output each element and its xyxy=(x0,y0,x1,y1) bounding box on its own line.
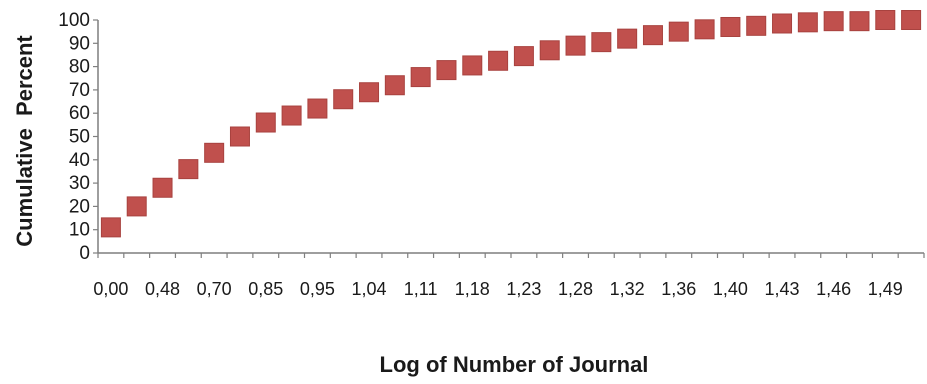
x-tick-label: 1,40 xyxy=(713,279,748,299)
y-tick-label: 40 xyxy=(69,150,90,171)
data-point xyxy=(901,10,922,30)
y-tick-label: 10 xyxy=(69,220,90,241)
x-tick-label: 1,11 xyxy=(404,279,438,299)
data-point xyxy=(513,46,534,67)
x-tick-label: 1,04 xyxy=(352,279,387,299)
data-point xyxy=(539,40,560,61)
data-point xyxy=(255,112,276,133)
data-point xyxy=(720,16,741,37)
y-tick-label: 70 xyxy=(69,80,90,101)
data-point xyxy=(359,82,380,103)
x-tick-label: 0,85 xyxy=(248,279,283,299)
data-point xyxy=(823,11,844,32)
data-point xyxy=(565,35,586,56)
data-point xyxy=(694,19,715,40)
x-tick-label: 1,46 xyxy=(816,279,851,299)
data-point xyxy=(100,217,121,238)
y-tick-label: 80 xyxy=(69,57,90,78)
x-tick-label: 0,70 xyxy=(197,279,232,299)
data-point xyxy=(797,12,818,33)
data-point xyxy=(307,98,328,119)
y-axis-title: Cumulative Percent xyxy=(12,35,37,247)
x-tick-label: 1,28 xyxy=(558,279,593,299)
axes xyxy=(97,20,924,254)
y-tick-label: 0 xyxy=(79,243,90,264)
x-axis-title: Log of Number of Journal xyxy=(380,352,649,377)
data-point xyxy=(178,159,199,180)
y-tick-label: 20 xyxy=(69,196,90,217)
data-point xyxy=(746,15,767,36)
data-point xyxy=(333,89,354,110)
data-point xyxy=(204,142,225,163)
data-point xyxy=(281,105,302,126)
data-point xyxy=(410,67,431,88)
data-points xyxy=(100,10,922,238)
y-tick-label: 90 xyxy=(69,33,90,54)
data-point xyxy=(229,126,250,147)
x-tick-labels: 0,00 0,48 0,70 0,85 0,95 1,04 1,11 1,18 1,23 1,28… xyxy=(93,253,925,299)
data-point xyxy=(462,55,483,76)
data-point xyxy=(642,25,663,46)
x-tick-label: 1,23 xyxy=(506,279,541,299)
y-tick-label: 60 xyxy=(69,103,90,124)
x-tick-label: 1,36 xyxy=(661,279,696,299)
x-tick-label: 1,49 xyxy=(868,279,903,299)
data-point xyxy=(617,28,638,49)
data-point xyxy=(849,11,870,32)
x-tick-label: 0,48 xyxy=(145,279,180,299)
data-point xyxy=(126,196,147,217)
x-tick-label: 1,43 xyxy=(765,279,800,299)
data-point xyxy=(384,75,405,96)
data-point xyxy=(152,177,173,198)
x-tick-label: 1,18 xyxy=(455,279,490,299)
x-tick-label: 1,32 xyxy=(610,279,645,299)
y-tick-label: 100 xyxy=(58,10,90,31)
x-tick-label: 0,00 xyxy=(93,279,128,299)
data-point xyxy=(875,10,896,30)
data-point xyxy=(591,32,612,53)
data-point xyxy=(436,60,457,81)
x-tick-label: 0,95 xyxy=(300,279,335,299)
data-point xyxy=(488,50,509,71)
data-point xyxy=(772,13,793,34)
data-point xyxy=(668,21,689,42)
y-tick-label: 30 xyxy=(69,173,90,194)
y-tick-label: 50 xyxy=(69,127,90,148)
